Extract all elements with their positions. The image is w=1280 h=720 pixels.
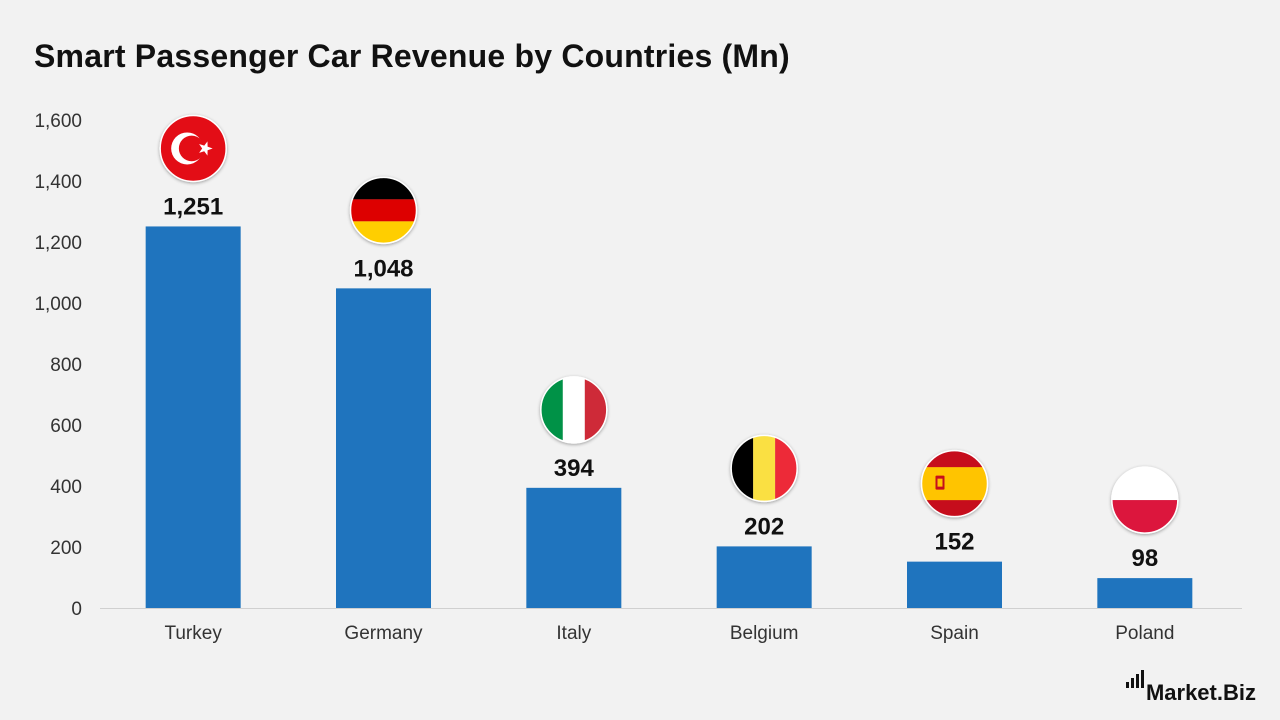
x-tick-label: Belgium (730, 623, 799, 644)
bars: 1,251 1,048 394 202 152 98 (145, 114, 1193, 608)
data-label: 394 (554, 455, 595, 482)
y-tick-label: 600 (50, 416, 82, 437)
bar-belgium (716, 546, 812, 608)
poland-flag-icon (1111, 466, 1179, 534)
bar-poland (1097, 578, 1193, 608)
data-label: 152 (934, 529, 974, 556)
belgium-flag-icon (730, 434, 798, 503)
x-axis: Turkey Germany Italy Belgium Spain Poland (100, 608, 1242, 644)
data-label: 98 (1131, 545, 1158, 572)
y-tick-label: 400 (50, 477, 82, 498)
logo-bars-icon (1125, 670, 1144, 688)
x-tick-label: Italy (556, 623, 591, 644)
y-axis: 0 200 400 600 800 1,000 1,200 1,400 1,600 (34, 111, 82, 620)
y-tick-label: 1,200 (34, 233, 82, 254)
bar-italy (526, 487, 622, 608)
brand-logo: Market .Biz (1125, 670, 1256, 706)
spain-flag-icon (920, 449, 989, 518)
y-tick-label: 1,400 (34, 172, 82, 193)
x-tick-label: Germany (344, 623, 423, 644)
italy-flag-icon (540, 376, 608, 444)
y-tick-label: 200 (50, 538, 82, 559)
y-tick-label: 1,000 (34, 294, 82, 315)
bar-turkey (145, 226, 241, 608)
data-label: 1,251 (163, 193, 223, 220)
x-tick-label: Spain (930, 623, 979, 644)
brand-suffix: .Biz (1216, 680, 1256, 705)
bar-spain (907, 561, 1002, 608)
data-label: 202 (744, 513, 784, 540)
data-label: 1,048 (353, 255, 413, 282)
y-tick-label: 800 (50, 355, 82, 376)
chart-title: Smart Passenger Car Revenue by Countries… (34, 38, 790, 74)
x-tick-label: Poland (1115, 623, 1174, 644)
y-tick-label: 1,600 (34, 111, 82, 132)
bar-germany (336, 288, 431, 608)
germany-flag-icon (349, 176, 418, 245)
brand-name: Market (1145, 680, 1217, 705)
x-tick-label: Turkey (164, 623, 222, 644)
y-tick-label: 0 (71, 599, 82, 620)
turkey-flag-icon (159, 114, 227, 183)
